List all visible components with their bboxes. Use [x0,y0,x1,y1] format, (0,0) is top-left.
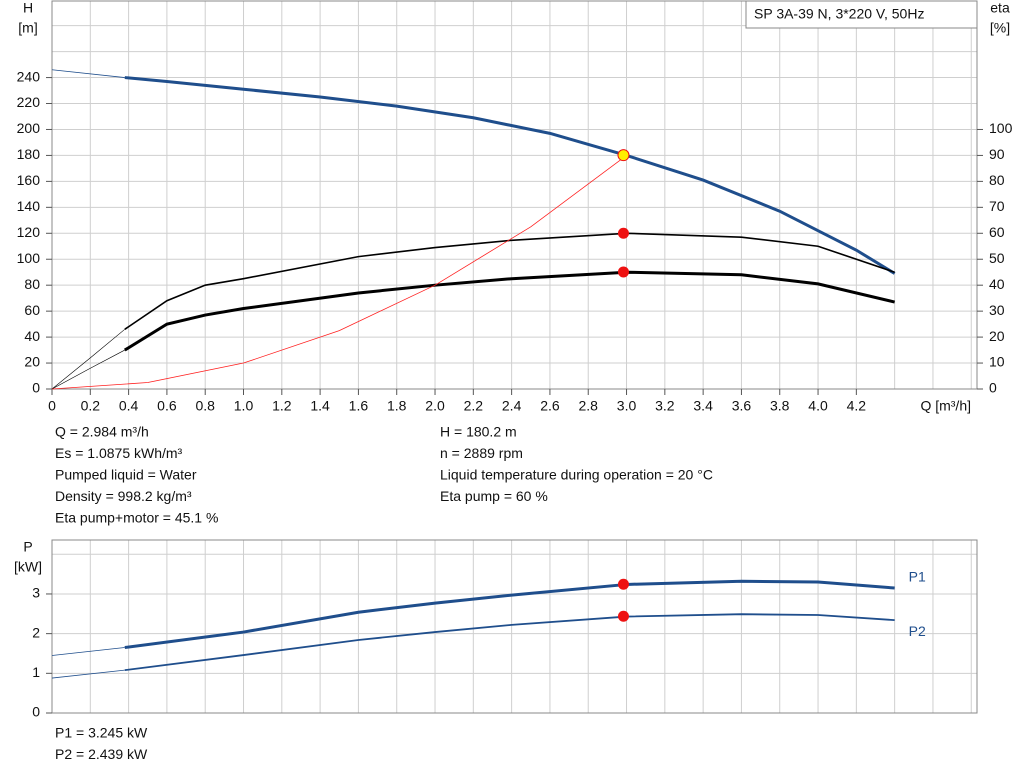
x-tick-label: 0.2 [81,398,101,414]
plot-frame [51,0,978,390]
y2-axis-label: eta [990,0,1010,16]
x-tick-label: 2.8 [578,398,598,414]
curve [51,669,125,679]
x-tick-label: 2.0 [425,398,445,414]
y2-tick-label: 20 [989,328,1005,344]
x-tick-label: 1.4 [310,398,330,414]
y-tick-label: 0 [32,380,40,396]
x-tick-label: 1.8 [387,398,407,414]
x-tick-label: 0.6 [157,398,177,414]
duty-point [617,610,629,622]
y-axis-label: P [23,539,32,555]
y-tick-label: 120 [17,224,41,240]
x-tick-label: 2.6 [540,398,560,414]
y-tick-label: 240 [17,68,41,84]
x-tick-label: 4.2 [847,398,867,414]
y2-tick-label: 10 [989,354,1005,370]
x-tick-label: 3.8 [770,398,790,414]
info-text: Q = 2.984 m³/h [55,424,149,440]
info-text: P2 = 2.439 kW [55,746,148,762]
y2-tick-label: 100 [989,120,1013,136]
y-tick-label: 3 [32,585,40,601]
y2-tick-label: 50 [989,250,1005,266]
info-text: H = 180.2 m [440,424,517,440]
x-tick-label: 3.0 [617,398,637,414]
y-tick-label: 140 [17,198,41,214]
y-tick-label: 220 [17,94,41,110]
info-text: Density = 998.2 kg/m³ [55,488,192,504]
curve [51,155,627,390]
duty-point [617,266,629,278]
y-axis-label: [m] [18,20,37,36]
y-tick-label: 40 [24,328,40,344]
info-text: Eta pump+motor = 45.1 % [55,510,218,526]
y-tick-label: 20 [24,354,40,370]
y-tick-label: 80 [24,276,40,292]
y2-tick-label: 90 [989,146,1005,162]
y2-tick-label: 40 [989,276,1005,292]
curve [51,647,125,656]
info-text: Eta pump = 60 % [440,488,548,504]
x-tick-label: 0.8 [195,398,215,414]
y-tick-label: 100 [17,250,41,266]
y-tick-label: 2 [32,624,40,640]
title-box [745,0,978,29]
x-tick-label: 0.4 [119,398,139,414]
duty-point [617,227,629,239]
y2-axis-label: [%] [990,20,1010,36]
x-tick-label: 1.2 [272,398,292,414]
y-tick-label: 60 [24,302,40,318]
y-tick-label: 160 [17,172,41,188]
curve [124,232,895,330]
y2-tick-label: 0 [989,380,997,396]
curve [51,329,125,390]
x-tick-label: 1.0 [234,398,254,414]
plot-background [52,1,977,389]
y2-tick-label: 30 [989,302,1005,318]
x-tick-label: 1.6 [349,398,369,414]
x-tick-label: 2.4 [502,398,522,414]
curve [51,69,125,78]
curve [124,613,895,672]
y-tick-label: 180 [17,146,41,162]
legend-label: P1 [909,569,926,585]
x-tick-label: 3.6 [732,398,752,414]
duty-point [617,149,630,162]
legend-label: P2 [909,623,926,639]
x-tick-label: 2.2 [464,398,484,414]
chart-title: SP 3A-39 N, 3*220 V, 50Hz [754,6,924,22]
x-axis-label: Q [m³/h] [920,398,971,414]
plot-frame [51,539,978,714]
x-tick-label: 3.4 [693,398,713,414]
info-text: Es = 1.0875 kWh/m³ [55,445,183,461]
info-text: n = 2889 rpm [440,445,523,461]
y-tick-label: 0 [32,704,40,720]
info-text: P1 = 3.245 kW [55,725,148,741]
x-tick-label: 3.2 [655,398,675,414]
plot-background [52,540,977,713]
duty-point [617,578,629,590]
x-tick-label: 0 [48,398,56,414]
y-axis-label: H [23,0,33,16]
y-axis-label: [kW] [14,559,42,575]
y2-tick-label: 60 [989,224,1005,240]
info-text: Pumped liquid = Water [55,467,197,483]
y-tick-label: 200 [17,120,41,136]
y-tick-label: 1 [32,664,40,680]
y2-tick-label: 70 [989,198,1005,214]
curve [124,76,896,275]
curve [124,579,895,650]
x-tick-label: 4.0 [808,398,828,414]
y2-tick-label: 80 [989,172,1005,188]
info-text: Liquid temperature during operation = 20… [440,467,713,483]
curve [51,349,125,390]
